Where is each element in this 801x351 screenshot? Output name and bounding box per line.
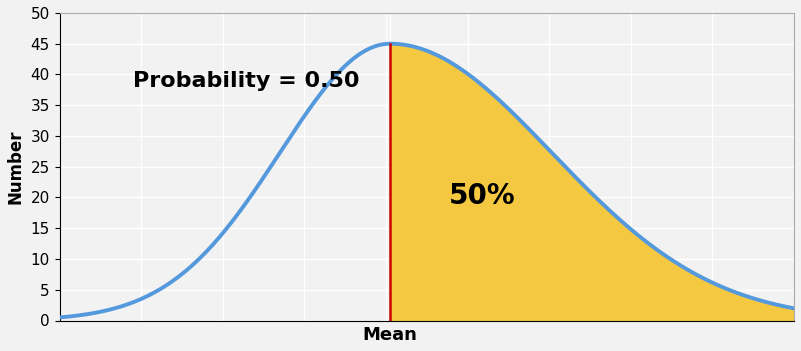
Y-axis label: Number: Number [7, 130, 25, 204]
Text: 50%: 50% [449, 181, 516, 210]
Text: Probability = 0.50: Probability = 0.50 [133, 71, 360, 91]
